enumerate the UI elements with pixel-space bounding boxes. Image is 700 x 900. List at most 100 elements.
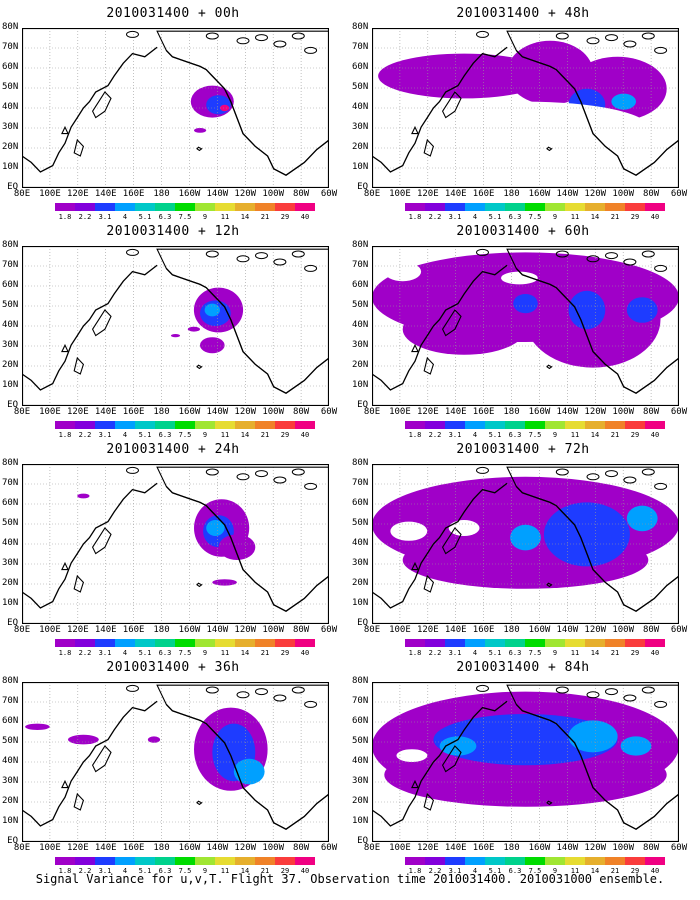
colorbar-swatch [135, 857, 155, 865]
latitude-label: 10N [2, 162, 19, 172]
longitude-label: 140W [556, 407, 579, 417]
variance-region [568, 720, 618, 753]
longitude-label: 120W [584, 843, 607, 853]
longitude-label: 80E [363, 407, 381, 417]
colorbar-swatch [295, 857, 315, 865]
colorbar-swatch [505, 857, 525, 865]
latitude-label: 10N [2, 598, 19, 608]
colorbar-swatch [55, 421, 75, 429]
latitude-label: 10N [2, 380, 19, 390]
colorbar-swatch [585, 639, 605, 647]
latitude-label: 80N [352, 240, 369, 250]
colorbar-swatch [95, 639, 115, 647]
colorbar-label: 7.5 [178, 213, 192, 221]
colorbar-label: 9 [552, 431, 558, 439]
longitude-label: 160W [528, 625, 551, 635]
colorbar-swatch [215, 857, 235, 865]
latitude-label: 80N [2, 458, 19, 468]
longitude-label: 100W [612, 625, 635, 635]
latitude-label: 40N [352, 102, 369, 112]
longitude-label: 80E [13, 189, 31, 199]
variance-region [170, 334, 181, 338]
latitude-label: 30N [2, 776, 19, 786]
colorbar-swatch [115, 203, 135, 211]
colorbar-swatch [275, 857, 295, 865]
colorbar-label: 29 [630, 649, 640, 657]
colorbar-label: 6.3 [158, 431, 172, 439]
colorbar-swatch [445, 639, 465, 647]
longitude-label: 160E [472, 625, 495, 635]
colorbar-label: 5.1 [138, 431, 152, 439]
longitude-label: 100W [262, 843, 285, 853]
longitude-label: 100W [262, 625, 285, 635]
latitude-label: EQ [7, 400, 18, 410]
latitude-label: 10N [352, 162, 369, 172]
longitude-label: 100E [389, 407, 411, 417]
latitude-label: 20N [352, 578, 369, 588]
panel-title: 2010031400 + 24h [106, 442, 240, 457]
colorbar-swatch [95, 203, 115, 211]
map-panel: 2010031400 + 24h 80N 70N 60N 50N 40N 30N 20N 10N… [0, 442, 346, 658]
colorbar-swatch [525, 203, 545, 211]
colorbar-swatch [55, 203, 75, 211]
longitude-label: 60W [670, 407, 688, 417]
map-panel: 2010031400 + 00h 80N 70N 60N 50N 40N 30N 20N 10N… [0, 6, 346, 222]
colorbar-label: 7.5 [528, 649, 542, 657]
latitude-label: 20N [2, 360, 19, 370]
colorbar-label: 5.1 [138, 213, 152, 221]
colorbar-label: 40 [650, 649, 660, 657]
colorbar-swatch [545, 421, 565, 429]
colorbar-label: 40 [300, 867, 310, 875]
latitude-label: 30N [2, 122, 19, 132]
longitude-label: 100E [39, 189, 61, 199]
colorbar-label: 1.8 [408, 213, 422, 221]
latitude-label: 30N [2, 340, 19, 350]
longitude-label: 180 [153, 407, 170, 417]
colorbar-label: 5.1 [138, 867, 152, 875]
latitude-label: 20N [2, 796, 19, 806]
longitude-label: 80W [292, 843, 310, 853]
colorbar-label: 2.2 [78, 867, 92, 875]
colorbar-swatch [625, 639, 645, 647]
colorbar-swatch [445, 857, 465, 865]
colorbar-label: 14 [240, 649, 250, 657]
colorbar-swatch [175, 857, 195, 865]
colorbar-label: 1.8 [58, 867, 72, 875]
colorbar-swatch [275, 421, 295, 429]
latitude-label: 60N [2, 62, 19, 72]
longitude-label: 180 [503, 625, 520, 635]
colorbar-label: 40 [650, 867, 660, 875]
longitude-label: 120W [234, 189, 257, 199]
colorbar-swatch [255, 421, 275, 429]
colorbar-swatch [175, 421, 195, 429]
colorbar-swatch [295, 421, 315, 429]
colorbar-swatch [565, 421, 585, 429]
colorbar-swatch [645, 639, 665, 647]
latitude-label: EQ [357, 836, 368, 846]
longitude-label: 160E [122, 407, 145, 417]
colorbar-swatch [195, 639, 215, 647]
colorbar-swatch [625, 857, 645, 865]
longitude-label: 140E [444, 625, 467, 635]
colorbar-swatch [95, 857, 115, 865]
colorbar-label: 29 [280, 431, 290, 439]
colorbar-swatch [155, 421, 175, 429]
colorbar-swatch [115, 639, 135, 647]
variance-region [206, 95, 231, 115]
colorbar-swatch [75, 203, 95, 211]
longitude-label: 180 [153, 843, 170, 853]
latitude-label: 60N [2, 716, 19, 726]
variance-region [218, 534, 256, 560]
colorbar-swatch [485, 639, 505, 647]
colorbar-swatch [465, 421, 485, 429]
latitude-label: 50N [352, 736, 369, 746]
latitude-label: 60N [352, 62, 369, 72]
colorbar-label: 40 [650, 213, 660, 221]
variance-region [25, 723, 50, 730]
colorbar-label: 29 [630, 431, 640, 439]
colorbar-label: 9 [202, 649, 208, 657]
colorbar-swatch [115, 857, 135, 865]
longitude-label: 120E [66, 189, 89, 199]
colorbar-label: 14 [240, 867, 250, 875]
variance-region [568, 290, 606, 330]
